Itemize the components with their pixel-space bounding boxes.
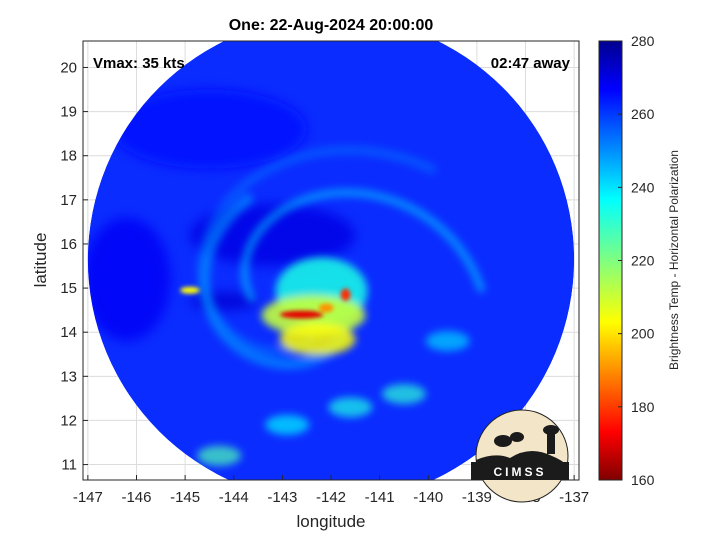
warm-feature xyxy=(87,217,171,342)
y-tick-label: 12 xyxy=(60,412,77,429)
colorbar-tick-label: 220 xyxy=(631,253,655,269)
cold-feature xyxy=(318,303,334,313)
rainband xyxy=(196,145,437,356)
brightness-temp-swath xyxy=(87,41,575,480)
time-away-annotation: 02:47 away xyxy=(491,55,571,72)
x-tick-label: -141 xyxy=(365,489,395,506)
rainbands xyxy=(196,145,485,466)
cold-feature xyxy=(340,288,351,301)
warm-feature xyxy=(112,89,307,169)
x-tick-label: -143 xyxy=(267,489,297,506)
convective-core-south xyxy=(279,323,356,356)
logo-text: CIMSS xyxy=(493,465,546,479)
colorbar-ticks: 160 180 200 220 240 260 280 xyxy=(618,33,655,488)
scattered-convection xyxy=(381,383,426,404)
x-tick-label: -146 xyxy=(121,489,151,506)
colorbar-tick-label: 180 xyxy=(631,399,655,415)
colorbar-tick-label: 240 xyxy=(631,179,655,195)
scattered-convection xyxy=(265,414,310,435)
scattered-convection xyxy=(328,397,373,418)
colorbar-tick-label: 260 xyxy=(631,106,655,122)
colorbar-tick-label: 200 xyxy=(631,326,655,342)
x-tick-label: -147 xyxy=(73,489,103,506)
x-ticks: -147-146-145-144-143-142-141-140-139-138… xyxy=(73,475,589,506)
x-tick-label: -140 xyxy=(413,489,443,506)
rainband xyxy=(240,188,485,303)
x-tick-label: -145 xyxy=(170,489,200,506)
colorbar-label: Brightness Temp - Horizontal Polarizatio… xyxy=(667,150,681,370)
scattered-convection xyxy=(197,445,242,466)
vmax-annotation: Vmax: 35 kts xyxy=(93,55,185,72)
y-tick-label: 17 xyxy=(60,192,77,209)
x-tick-label: -139 xyxy=(462,489,492,506)
y-tick-label: 15 xyxy=(60,280,77,297)
cold-feature xyxy=(180,286,200,294)
y-tick-label: 19 xyxy=(60,104,77,121)
x-tick-label: -137 xyxy=(559,489,589,506)
y-tick-label: 11 xyxy=(61,457,77,474)
y-tick-label: 20 xyxy=(60,59,77,76)
chart-title: One: 22-Aug-2024 20:00:00 xyxy=(229,17,434,34)
y-tick-label: 18 xyxy=(60,148,77,165)
y-axis-label: latitude xyxy=(31,233,50,288)
cold-features xyxy=(180,286,351,319)
y-ticks: 11 12 13 14 15 16 17 18 19 20 xyxy=(60,59,88,474)
cimss-logo: CIMSS xyxy=(471,409,569,503)
y-tick-label: 13 xyxy=(60,368,77,385)
y-tick-label: 14 xyxy=(60,324,77,341)
x-tick-label: -142 xyxy=(316,489,346,506)
x-axis-label: longitude xyxy=(296,512,365,531)
colorbar-tick-label: 280 xyxy=(631,33,655,49)
scattered-convection xyxy=(425,331,470,352)
y-tick-label: 16 xyxy=(60,236,77,253)
colorbar-tick-label: 160 xyxy=(631,472,655,488)
x-tick-label: -144 xyxy=(219,489,249,506)
cold-feature xyxy=(279,310,324,319)
